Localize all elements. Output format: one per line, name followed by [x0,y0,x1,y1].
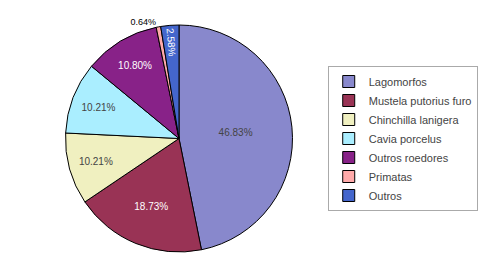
svg-text:Cavia porcelus: Cavia porcelus [369,133,442,145]
svg-text:Outros roedores: Outros roedores [369,152,449,164]
svg-text:Mustela putorius furo: Mustela putorius furo [369,95,472,107]
svg-text:18.73%: 18.73% [134,201,168,212]
svg-text:Primatas: Primatas [369,171,413,183]
svg-text:2.58%: 2.58% [165,28,178,57]
svg-text:0.64%: 0.64% [130,17,156,27]
svg-text:10.80%: 10.80% [118,60,152,71]
svg-text:46.83%: 46.83% [219,127,253,138]
svg-text:Chinchilla lanigera: Chinchilla lanigera [369,114,460,126]
svg-text:Lagomorfos: Lagomorfos [369,76,428,88]
svg-text:Outros: Outros [369,190,403,202]
svg-text:10.21%: 10.21% [82,102,116,113]
svg-text:10.21%: 10.21% [79,156,113,167]
